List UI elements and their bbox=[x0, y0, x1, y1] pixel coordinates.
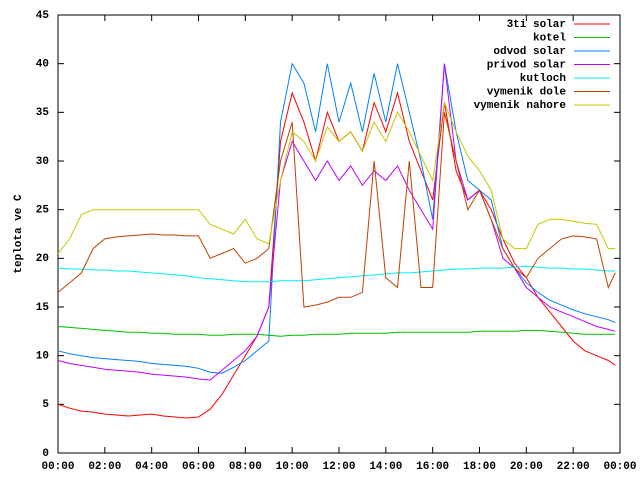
x-tick-label: 00:00 bbox=[41, 461, 74, 473]
y-tick-label: 45 bbox=[36, 10, 50, 22]
line-series bbox=[57, 90, 616, 419]
line-series bbox=[57, 100, 616, 254]
x-tick-label: 18:00 bbox=[463, 461, 496, 473]
legend-label: vymenik dole bbox=[487, 86, 567, 98]
line-series bbox=[57, 326, 616, 337]
x-tick-label: 10:00 bbox=[276, 461, 309, 473]
y-tick-label: 20 bbox=[36, 253, 49, 265]
y-tick-label: 15 bbox=[36, 302, 50, 314]
x-tick-label: 20:00 bbox=[510, 461, 543, 473]
y-tick-label: 40 bbox=[36, 59, 49, 71]
legend-label: privod solar bbox=[487, 59, 566, 71]
x-tick-label: 22:00 bbox=[557, 461, 590, 473]
y-tick-label: 35 bbox=[36, 107, 50, 119]
legend-label: vymenik nahore bbox=[474, 100, 567, 112]
legend-label: odvod solar bbox=[493, 46, 566, 58]
y-tick-label: 0 bbox=[42, 448, 49, 460]
line-series bbox=[57, 265, 616, 283]
y-axis-label: teplota ve C bbox=[13, 194, 25, 274]
x-tick-label: 04:00 bbox=[135, 461, 168, 473]
x-tick-label: 02:00 bbox=[88, 461, 121, 473]
x-tick-label: 14:00 bbox=[369, 461, 402, 473]
y-tick-label: 5 bbox=[42, 399, 49, 411]
x-tick-label: 00:00 bbox=[603, 461, 636, 473]
x-tick-label: 08:00 bbox=[229, 461, 262, 473]
y-tick-label: 30 bbox=[36, 156, 49, 168]
y-tick-label: 10 bbox=[36, 351, 49, 363]
line-series bbox=[57, 112, 616, 308]
x-tick-label: 06:00 bbox=[182, 461, 215, 473]
line-series bbox=[57, 62, 616, 374]
x-tick-label: 16:00 bbox=[416, 461, 449, 473]
legend-label: kotel bbox=[533, 32, 566, 44]
legend-label: kutloch bbox=[520, 73, 566, 85]
line-series bbox=[57, 63, 616, 381]
y-tick-label: 25 bbox=[36, 205, 50, 217]
legend-label: 3ti solar bbox=[507, 19, 566, 31]
x-tick-label: 12:00 bbox=[322, 461, 355, 473]
